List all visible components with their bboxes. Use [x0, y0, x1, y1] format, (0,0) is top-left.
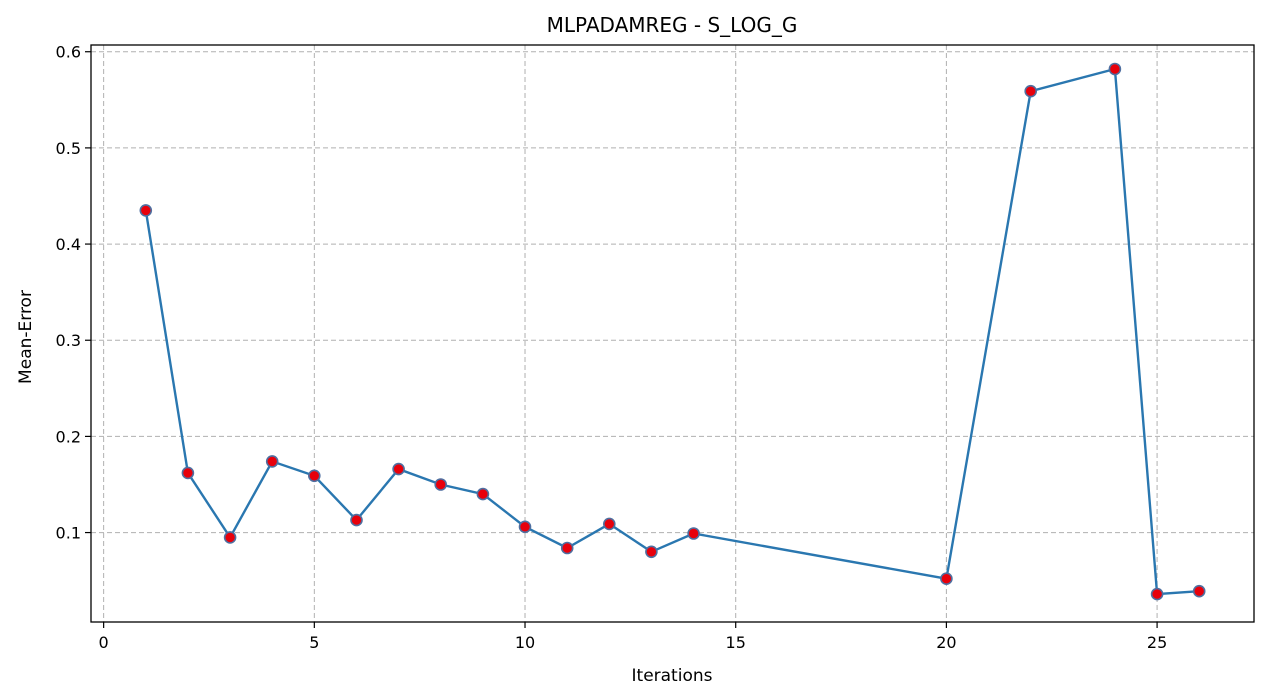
x-tick-label: 20 [936, 633, 956, 652]
data-points [139, 62, 1206, 601]
x-tick-label: 0 [99, 633, 109, 652]
y-tick-label: 0.2 [56, 427, 81, 446]
axis-ticks: 0 5 10 15 20 25 0.1 0.2 0.3 0.4 0.5 0.6 [56, 43, 1168, 652]
x-tick-label: 5 [309, 633, 319, 652]
x-tick-label: 25 [1147, 633, 1167, 652]
grid [91, 45, 1254, 622]
data-point [645, 545, 658, 559]
x-axis-label: Iterations [632, 666, 713, 686]
data-point [560, 541, 574, 555]
data-point [181, 466, 195, 480]
data-point [392, 462, 405, 476]
y-tick-label: 0.3 [56, 331, 81, 350]
data-point [1024, 84, 1037, 98]
data-point [139, 204, 153, 217]
data-point [602, 517, 616, 531]
data-point [1108, 62, 1122, 76]
data-point [1192, 584, 1206, 598]
data-point [265, 455, 279, 468]
plot-frame [90, 44, 1255, 623]
y-tick-label: 0.5 [56, 139, 81, 158]
data-point [1150, 587, 1164, 601]
data-point [307, 469, 321, 483]
data-point [940, 572, 953, 586]
data-point [350, 513, 363, 527]
y-axis-label: Mean-Error [16, 290, 36, 384]
chart-title: MLPADAMREG - S_LOG_G [547, 13, 798, 37]
data-point [434, 478, 448, 491]
y-tick-label: 0.4 [56, 235, 81, 254]
y-tick-label: 0.1 [56, 524, 81, 543]
y-tick-label: 0.6 [56, 43, 81, 62]
data-point [518, 520, 532, 534]
data-point [687, 527, 700, 540]
data-point [476, 487, 490, 501]
x-tick-label: 15 [726, 633, 746, 652]
x-tick-label: 10 [515, 633, 535, 652]
data-point [223, 531, 237, 544]
